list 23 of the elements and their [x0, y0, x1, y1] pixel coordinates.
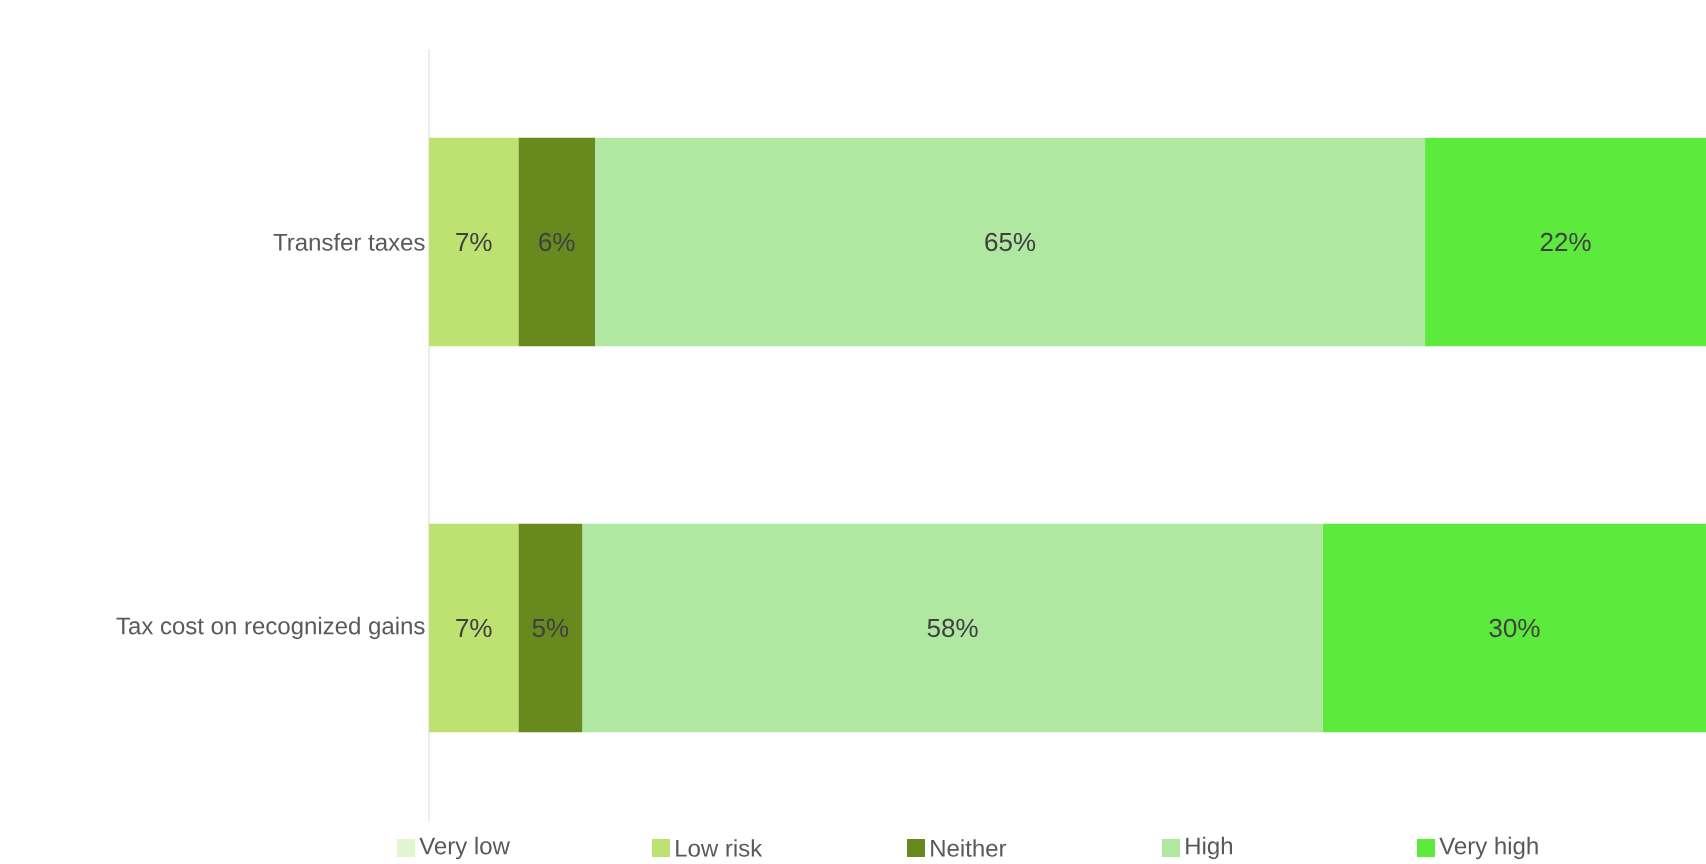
bar	[429, 137, 519, 347]
data-label: 30%	[1489, 618, 1540, 638]
bar	[1425, 137, 1706, 347]
data-label: 65%	[985, 232, 1036, 252]
bar	[595, 137, 1426, 347]
data-label: 7%	[456, 232, 492, 252]
bar	[429, 523, 519, 733]
legend-label: Very high	[1439, 836, 1538, 860]
bar	[1322, 523, 1706, 733]
y-tick-label: Tax cost on recognized gains	[116, 616, 425, 640]
data-label: 5%	[532, 618, 569, 638]
data-label: 58%	[927, 618, 978, 638]
legend-label: Neither	[931, 839, 1007, 857]
bar	[582, 523, 1323, 733]
legend-label: Very low	[419, 836, 510, 860]
legend-label: Low risk	[676, 839, 763, 857]
bar	[518, 137, 596, 347]
bar	[518, 523, 583, 733]
y-tick-label: Transfer taxes	[273, 233, 425, 251]
legend-label: High	[1186, 836, 1232, 860]
data-label: 22%	[1540, 232, 1591, 252]
data-label: 6%	[539, 232, 575, 252]
data-label: 7%	[456, 618, 492, 638]
